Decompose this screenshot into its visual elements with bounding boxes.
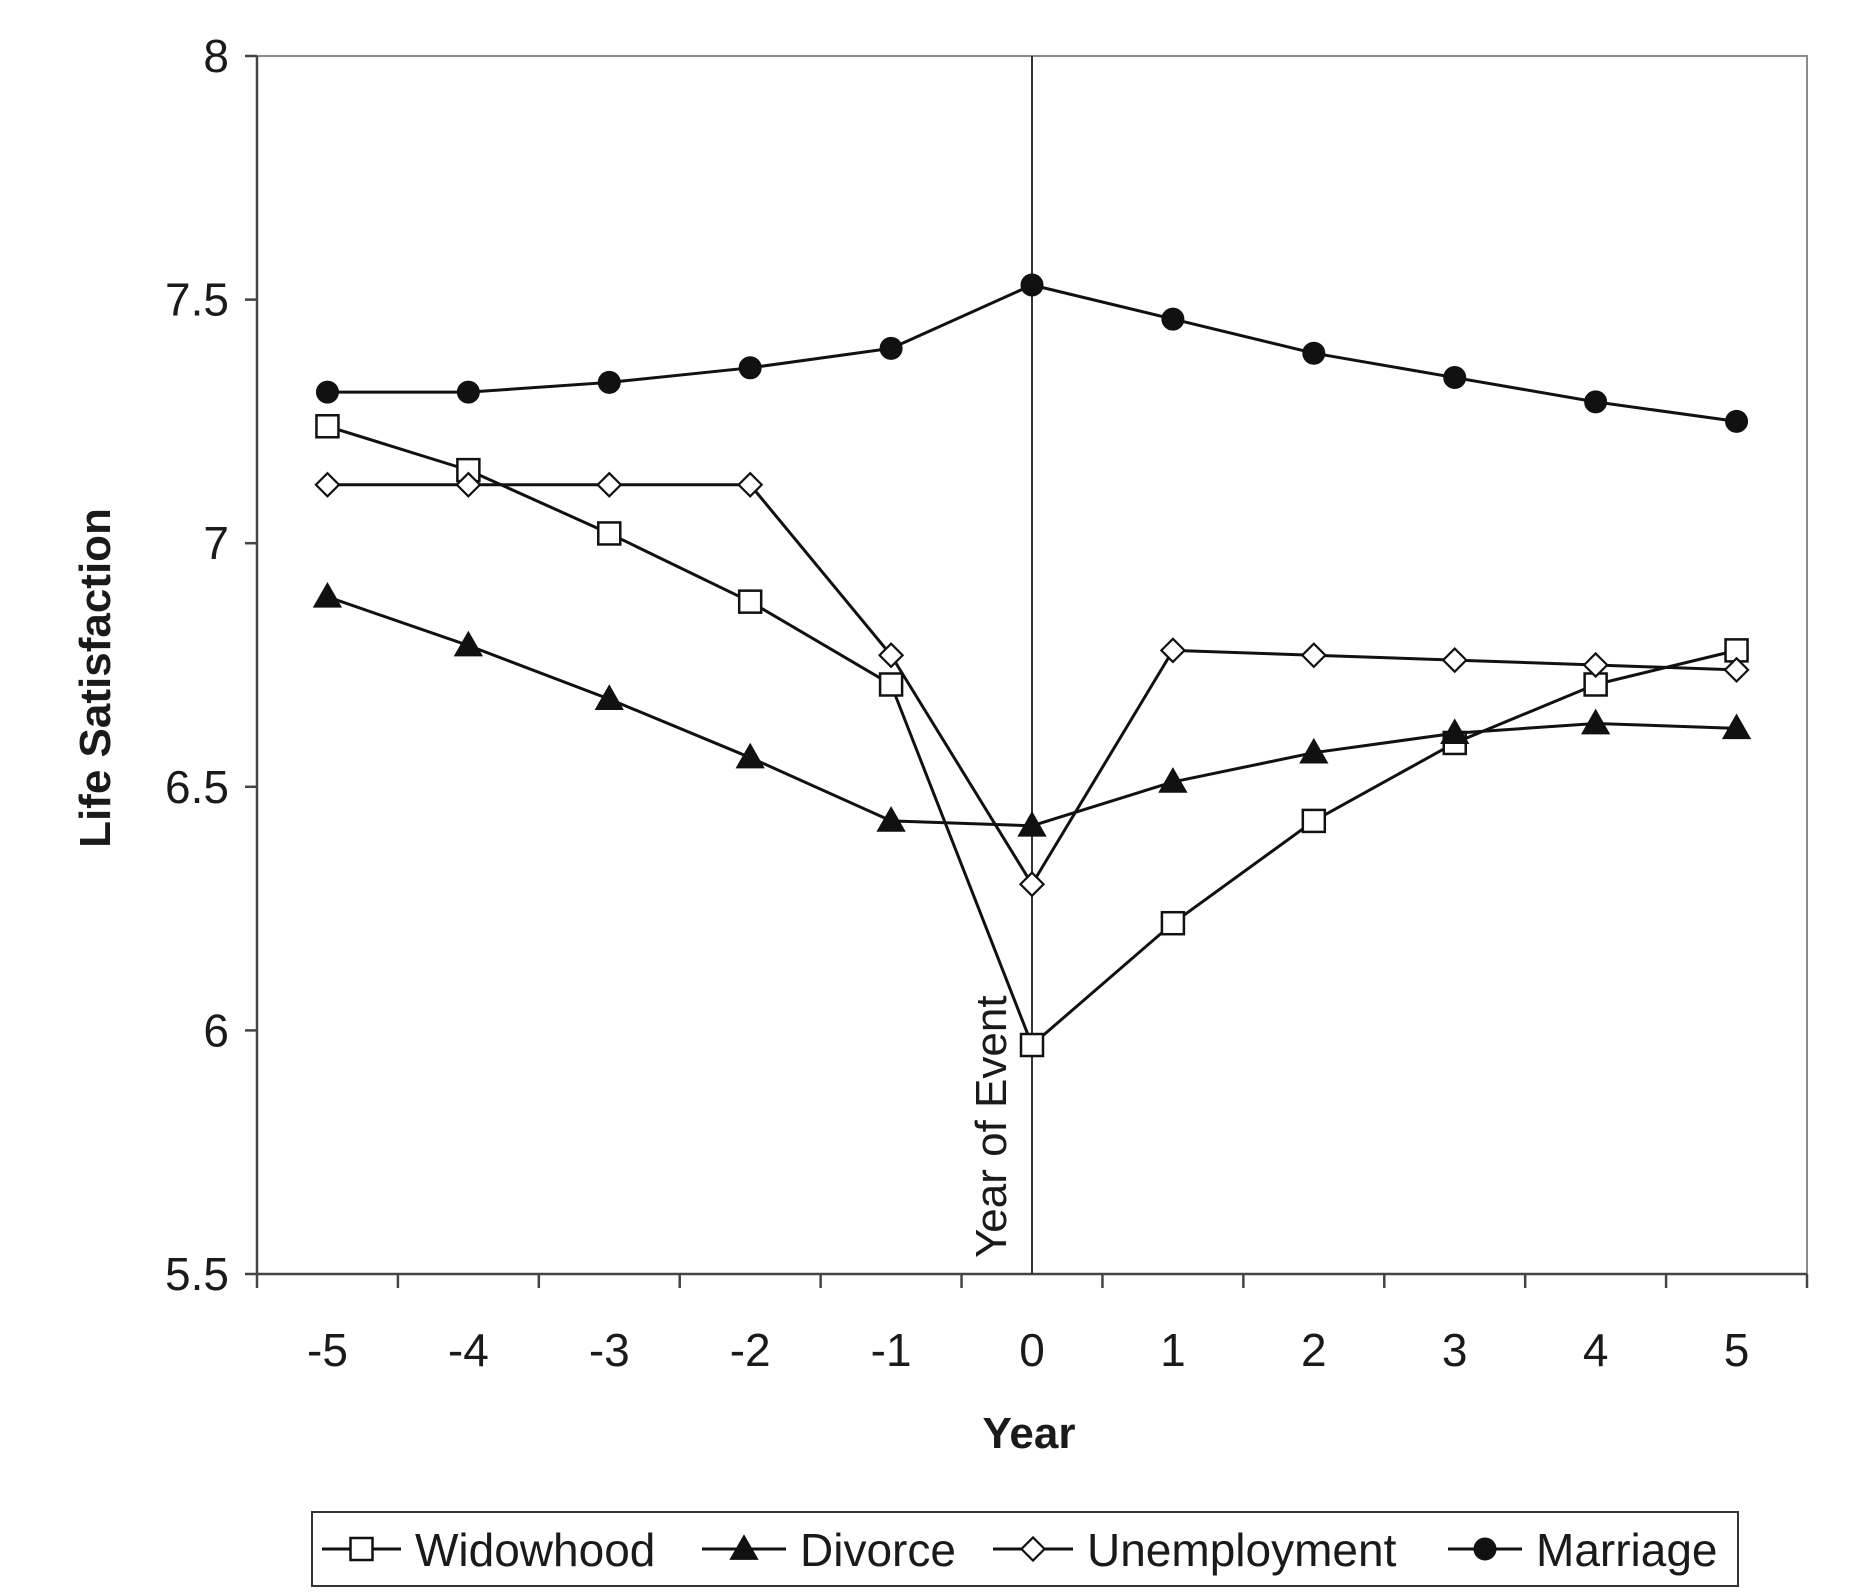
annotation: Year of Event xyxy=(967,56,1033,1274)
legend-item-marriage: Marriage xyxy=(1448,1524,1718,1576)
y-tick-label: 7.5 xyxy=(165,274,229,326)
y-tick-label: 7 xyxy=(203,517,229,569)
point-widowhood xyxy=(878,672,904,697)
point-divorce xyxy=(1721,713,1752,740)
y-axis-title: Life Satisfaction xyxy=(71,508,120,848)
x-tick-label: -1 xyxy=(871,1324,912,1376)
y-tick-label: 8 xyxy=(203,30,229,82)
point-marriage xyxy=(879,336,903,360)
point-widowhood xyxy=(737,589,763,614)
point-widowhood xyxy=(315,414,340,439)
point-divorce xyxy=(594,684,624,710)
x-tick-label: 2 xyxy=(1301,1324,1327,1376)
point-unemployment xyxy=(455,471,482,498)
point-unemployment xyxy=(737,471,764,498)
point-unemployment xyxy=(1300,642,1327,669)
y-tick-label: 6 xyxy=(203,1004,229,1056)
point-marriage xyxy=(1161,307,1185,331)
point-unemployment xyxy=(1018,871,1046,898)
point-widowhood xyxy=(1019,1032,1045,1058)
x-tick-label: -4 xyxy=(448,1324,489,1376)
point-divorce xyxy=(1017,810,1047,837)
x-axis: -5 -4 -3 -2 -1 0 1 2 3 4 5 xyxy=(255,1274,1809,1376)
x-axis-title: Year xyxy=(983,1409,1076,1458)
point-widowhood xyxy=(1301,808,1327,834)
legend-marker xyxy=(349,1536,374,1562)
point-marriage xyxy=(597,370,621,394)
series-marriage xyxy=(315,273,1749,433)
point-marriage xyxy=(1020,273,1044,297)
series-unemployment xyxy=(314,471,1750,898)
point-unemployment xyxy=(877,642,905,669)
point-unemployment xyxy=(1723,656,1750,683)
legend-item-divorce: Divorce xyxy=(702,1524,956,1576)
point-divorce xyxy=(1299,737,1329,764)
point-marriage xyxy=(456,380,480,404)
legend-label: Widowhood xyxy=(415,1524,655,1576)
x-tick-label: -2 xyxy=(730,1324,771,1376)
point-divorce xyxy=(1158,767,1188,793)
legend-label: Divorce xyxy=(800,1524,956,1576)
series-widowhood xyxy=(315,414,1749,1058)
legend-label: Unemployment xyxy=(1087,1524,1397,1576)
y-tick-label: 5.5 xyxy=(165,1248,229,1300)
x-tick-label: 5 xyxy=(1724,1324,1750,1376)
x-tick-label: -3 xyxy=(589,1324,630,1376)
point-marriage xyxy=(1302,341,1326,365)
legend-item-widowhood: Widowhood xyxy=(322,1524,655,1576)
point-marriage xyxy=(1443,366,1467,390)
point-widowhood xyxy=(1160,910,1186,936)
series-layer xyxy=(312,273,1752,1058)
point-divorce xyxy=(312,581,343,608)
point-unemployment xyxy=(1582,651,1609,679)
y-tick-label: 6.5 xyxy=(165,761,229,813)
point-unemployment xyxy=(1441,647,1468,674)
x-tick-label: 0 xyxy=(1019,1324,1045,1376)
legend-marker xyxy=(1019,1535,1047,1563)
point-marriage xyxy=(315,380,339,404)
point-divorce xyxy=(735,742,765,769)
series-divorce xyxy=(312,581,1752,837)
point-unemployment xyxy=(1159,637,1187,664)
point-divorce xyxy=(1440,718,1470,745)
x-tick-label: 1 xyxy=(1160,1324,1186,1376)
year-of-event-label: Year of Event xyxy=(967,995,1016,1258)
point-widowhood xyxy=(597,521,622,546)
x-tick-label: 3 xyxy=(1442,1324,1468,1376)
legend-label: Marriage xyxy=(1536,1524,1718,1576)
point-marriage xyxy=(738,356,762,380)
x-tick-label: -5 xyxy=(307,1324,348,1376)
legend: Widowhood Divorce Unemployment Marriage xyxy=(311,1511,1739,1587)
point-marriage xyxy=(1584,390,1608,414)
point-marriage xyxy=(1725,409,1749,433)
y-axis: 5.5 6 6.5 7 7.5 8 xyxy=(165,30,257,1300)
x-tick-label: 4 xyxy=(1583,1324,1609,1376)
point-divorce xyxy=(876,806,906,832)
legend-item-unemployment: Unemployment xyxy=(993,1524,1397,1576)
point-divorce xyxy=(1580,708,1611,735)
legend-marker xyxy=(1473,1537,1497,1561)
point-divorce xyxy=(453,630,484,657)
point-unemployment xyxy=(314,471,341,498)
point-unemployment xyxy=(596,471,623,498)
legend-marker xyxy=(729,1534,759,1560)
